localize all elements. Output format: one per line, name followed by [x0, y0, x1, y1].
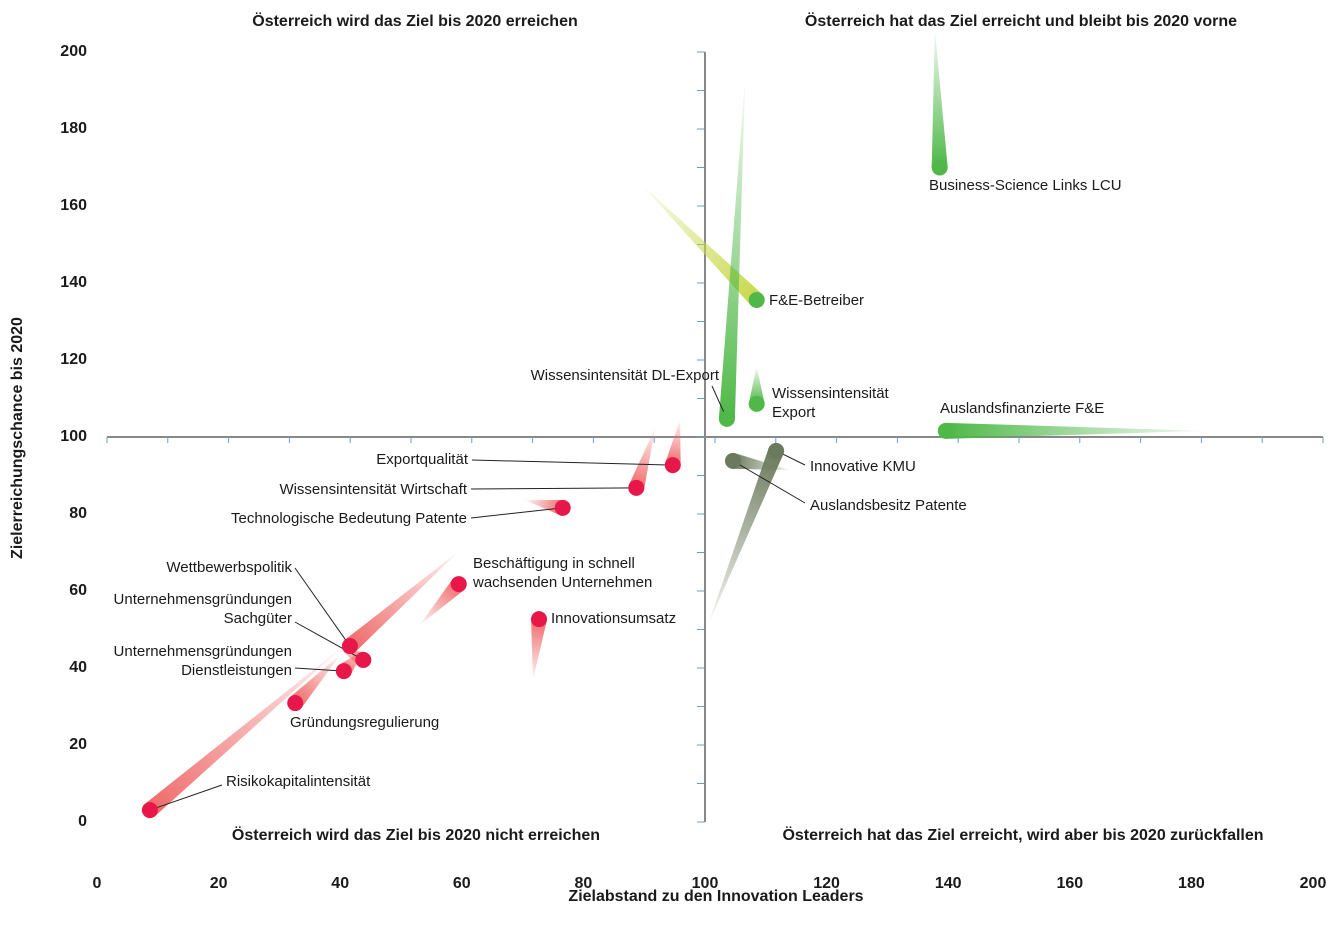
trajectory-tail [748, 366, 765, 404]
point-label: wachsenden Unternehmen [472, 574, 652, 591]
x-tick-label: 180 [1178, 875, 1205, 892]
y-tick-label: 120 [60, 351, 87, 368]
point [664, 457, 681, 474]
point-label: Export [772, 404, 816, 421]
leader-line [470, 487, 637, 490]
x-tick-label: 120 [813, 875, 840, 892]
point-label: F&E-Betreiber [769, 292, 864, 309]
point-label: Unternehmensgründungen [114, 643, 292, 660]
point-label: Innovative KMU [810, 458, 916, 475]
trajectory-tail [664, 420, 681, 467]
point-label: Wissensintensität [772, 385, 890, 402]
point-label: Risikokapitalintensität [226, 773, 371, 790]
point-label: Gründungsregulierung [290, 714, 439, 731]
trajectory-tail [731, 452, 791, 471]
x-tick-label: 100 [692, 875, 719, 892]
leader-line [471, 459, 673, 466]
trajectory-tail [945, 422, 1205, 439]
trajectory-tail [708, 447, 784, 625]
point [768, 442, 785, 459]
quadrant-label: Österreich hat das Ziel erreicht und ble… [805, 11, 1237, 30]
quadrant-label: Österreich wird das Ziel bis 2020 nicht … [232, 825, 600, 844]
point [341, 638, 358, 655]
point [748, 291, 765, 308]
y-tick-label: 100 [60, 428, 87, 445]
point [724, 452, 741, 469]
point [718, 410, 735, 427]
point-label: Business-Science Links LCU [929, 177, 1122, 194]
trajectory-tail [718, 78, 746, 420]
point [628, 479, 645, 496]
point [335, 663, 352, 680]
leader-line [732, 460, 806, 504]
point [287, 695, 304, 712]
point [931, 159, 948, 176]
point-label: Innovationsumsatz [551, 610, 676, 627]
leader-line [294, 667, 344, 672]
point-label: Wissensintensität DL-Export [531, 367, 720, 384]
leader-line [149, 784, 223, 811]
point-label: Wettbewerbspolitik [166, 559, 292, 576]
trajectory-tail [419, 578, 465, 625]
point [531, 611, 548, 628]
trajectory-tail [931, 28, 948, 168]
quadrant-label: Österreich hat das Ziel erreicht, wird a… [782, 825, 1263, 844]
point-label: Technologische Bedeutung Patente [231, 510, 467, 527]
x-tick-label: 200 [1300, 875, 1327, 892]
point [554, 499, 571, 516]
x-tick-label: 140 [935, 875, 962, 892]
trajectory-tail [639, 182, 763, 306]
point-label: Auslandsfinanzierte F&E [940, 400, 1104, 417]
leader-line [294, 567, 351, 647]
y-tick-label: 0 [78, 813, 87, 830]
x-tick-label: 60 [453, 875, 471, 892]
trajectory-tail [344, 550, 460, 653]
point [937, 422, 954, 439]
x-tick-label: 160 [1056, 875, 1083, 892]
y-tick-label: 160 [60, 197, 87, 214]
tails [144, 28, 1205, 817]
point [141, 802, 158, 819]
x-tick-label: 0 [93, 875, 102, 892]
trajectory-tail [628, 428, 656, 491]
point-label: Beschäftigung in schnell [473, 555, 635, 572]
quadrant-label: Österreich wird das Ziel bis 2020 erreic… [252, 11, 577, 30]
y-axis-title: Zielerreichungschance bis 2020 [9, 317, 26, 559]
y-tick-label: 80 [69, 505, 87, 522]
point-label: Wissensintensität Wirtschaft [279, 481, 467, 498]
trajectory-tail [144, 644, 346, 817]
y-tick-label: 200 [60, 43, 87, 60]
point-label: Exportqualität [376, 451, 469, 468]
trajectory-tail [525, 500, 565, 516]
point-label: Sachgüter [224, 610, 292, 627]
x-tick-label: 20 [210, 875, 228, 892]
y-tick-label: 20 [69, 736, 87, 753]
x-tick-label: 80 [575, 875, 593, 892]
y-tick-label: 60 [69, 582, 87, 599]
trajectory-tail [531, 618, 547, 680]
point-label: Dienstleistungen [181, 662, 292, 679]
point-label: Auslandsbesitz Patente [810, 497, 967, 514]
y-tick-label: 40 [69, 659, 87, 676]
y-tick-label: 140 [60, 274, 87, 291]
leader-line [470, 507, 563, 519]
point-label: Unternehmensgründungen [114, 591, 292, 608]
point [355, 651, 372, 668]
points [141, 159, 954, 819]
trajectory-tail [289, 654, 341, 709]
y-tick-label: 180 [60, 120, 87, 137]
point [748, 395, 765, 412]
leaders [149, 385, 806, 811]
x-tick-label: 40 [331, 875, 349, 892]
x-axis-title: Zielabstand zu den Innovation Leaders [568, 888, 863, 905]
point [450, 576, 467, 593]
